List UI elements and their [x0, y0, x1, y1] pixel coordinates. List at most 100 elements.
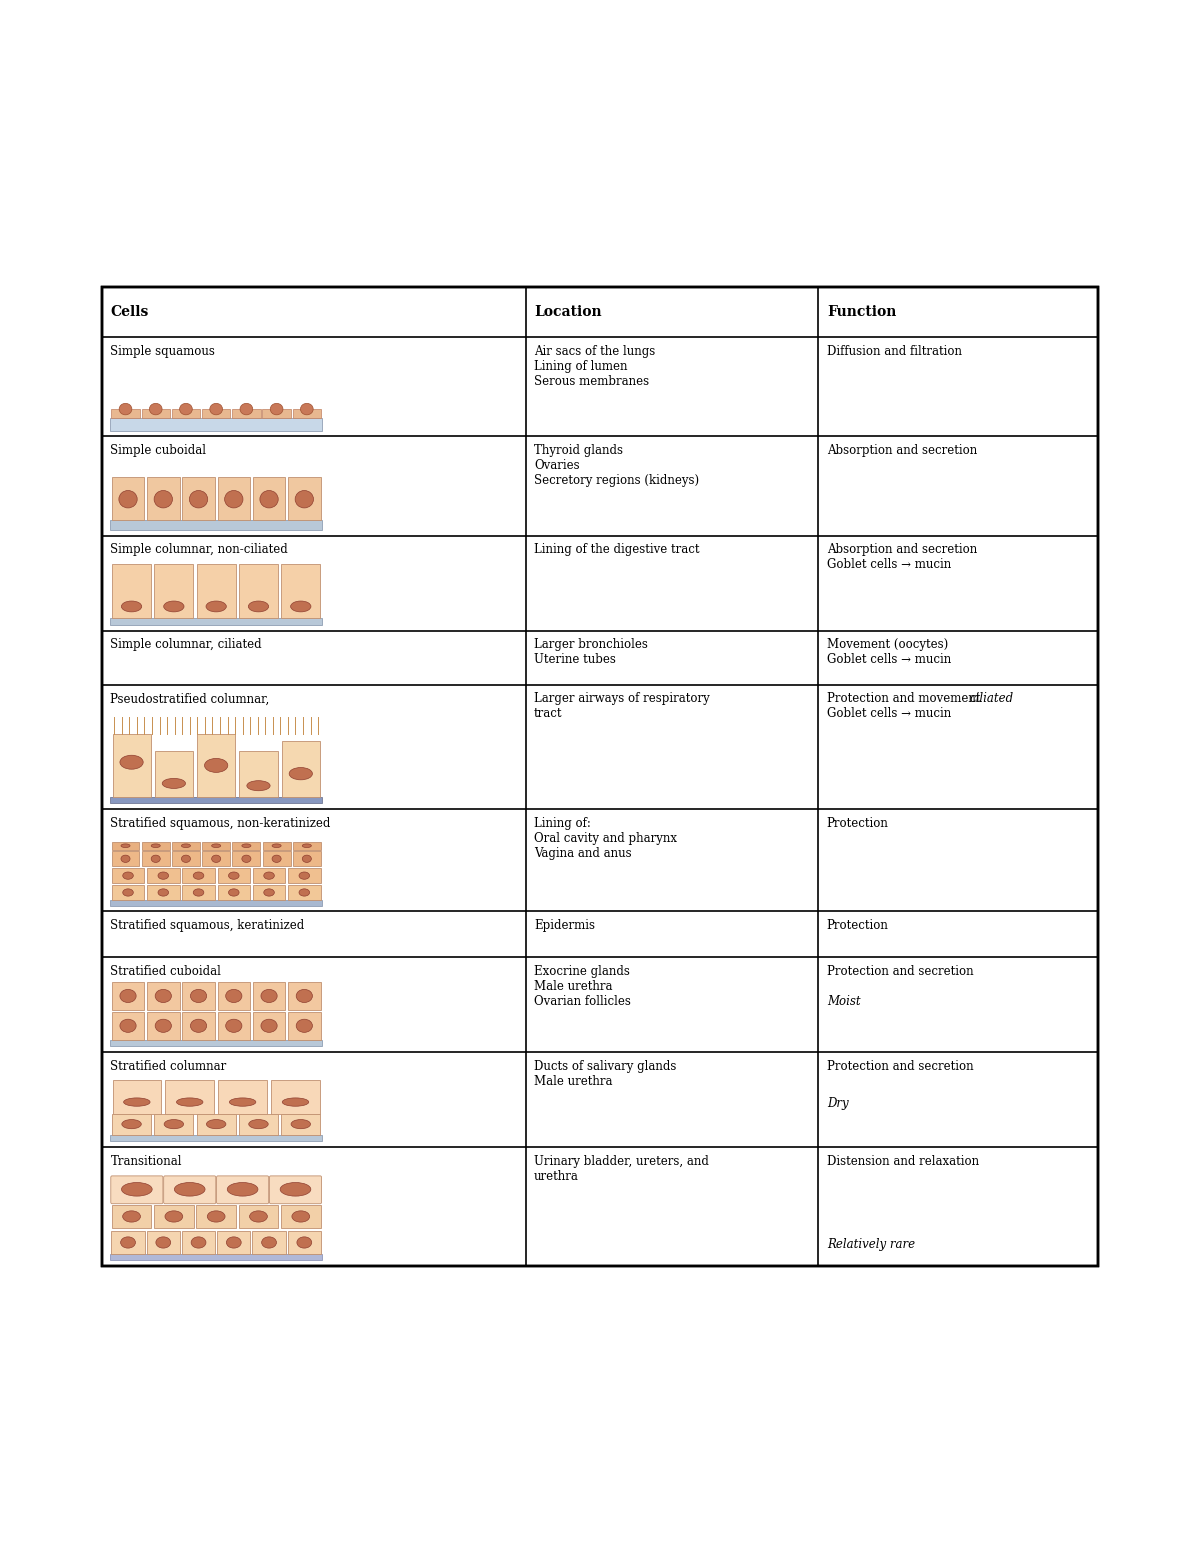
- Ellipse shape: [158, 871, 168, 879]
- Ellipse shape: [121, 843, 130, 848]
- Bar: [217, 981, 250, 1009]
- Ellipse shape: [242, 843, 251, 848]
- Ellipse shape: [211, 843, 221, 848]
- Text: Simple columnar, ciliated: Simple columnar, ciliated: [110, 638, 262, 652]
- Text: Simple squamous: Simple squamous: [110, 345, 215, 357]
- Ellipse shape: [193, 871, 204, 879]
- Bar: [197, 1114, 235, 1135]
- Bar: [182, 981, 215, 1009]
- Bar: [218, 1081, 266, 1114]
- Bar: [197, 733, 235, 797]
- Text: Cells: Cells: [110, 304, 149, 320]
- Bar: [172, 842, 200, 849]
- Ellipse shape: [149, 404, 162, 415]
- Ellipse shape: [250, 1211, 268, 1222]
- Bar: [202, 408, 230, 418]
- Ellipse shape: [289, 767, 312, 780]
- Bar: [112, 564, 151, 618]
- Bar: [288, 981, 320, 1009]
- Bar: [112, 1232, 144, 1255]
- Bar: [288, 477, 320, 520]
- Bar: [233, 842, 260, 849]
- Ellipse shape: [242, 856, 251, 862]
- Text: Moist: Moist: [827, 995, 860, 1008]
- Bar: [113, 1081, 161, 1114]
- Bar: [148, 868, 180, 884]
- Text: Epidermis: Epidermis: [534, 919, 595, 932]
- Bar: [271, 1081, 320, 1114]
- Ellipse shape: [290, 601, 311, 612]
- Bar: [155, 752, 193, 797]
- Bar: [293, 842, 320, 849]
- Ellipse shape: [260, 1019, 277, 1033]
- Bar: [112, 1205, 151, 1228]
- Bar: [282, 741, 320, 797]
- Ellipse shape: [227, 1182, 258, 1196]
- Ellipse shape: [226, 989, 242, 1003]
- Bar: [288, 1013, 320, 1039]
- Bar: [253, 477, 286, 520]
- Ellipse shape: [155, 989, 172, 1003]
- Ellipse shape: [190, 491, 208, 508]
- Bar: [110, 1255, 322, 1259]
- Ellipse shape: [174, 1182, 205, 1196]
- FancyBboxPatch shape: [110, 1176, 163, 1204]
- Text: Function: Function: [827, 304, 896, 320]
- Text: Simple columnar, non-ciliated: Simple columnar, non-ciliated: [110, 544, 288, 556]
- Text: Ducts of salivary glands
Male urethra: Ducts of salivary glands Male urethra: [534, 1059, 677, 1087]
- Text: Relatively rare: Relatively rare: [827, 1238, 914, 1250]
- Ellipse shape: [292, 1211, 310, 1222]
- Bar: [182, 1232, 215, 1255]
- Ellipse shape: [154, 491, 173, 508]
- Ellipse shape: [229, 1098, 256, 1106]
- Ellipse shape: [151, 843, 161, 848]
- Bar: [217, 868, 250, 884]
- Text: Protection: Protection: [827, 817, 889, 829]
- Text: Lining of:
Oral cavity and pharynx
Vagina and anus: Lining of: Oral cavity and pharynx Vagin…: [534, 817, 677, 860]
- Ellipse shape: [272, 843, 281, 848]
- Ellipse shape: [299, 888, 310, 896]
- Bar: [110, 901, 322, 905]
- Bar: [102, 287, 1098, 1266]
- Ellipse shape: [164, 1120, 184, 1129]
- Bar: [263, 408, 290, 418]
- FancyBboxPatch shape: [216, 1176, 269, 1204]
- Bar: [203, 842, 230, 849]
- Ellipse shape: [247, 781, 270, 790]
- Bar: [110, 1135, 322, 1141]
- Text: Absorption and secretion: Absorption and secretion: [827, 444, 977, 457]
- Ellipse shape: [121, 601, 142, 612]
- Bar: [110, 797, 322, 803]
- Ellipse shape: [193, 888, 204, 896]
- Bar: [112, 408, 139, 418]
- Bar: [110, 418, 322, 430]
- Ellipse shape: [206, 601, 227, 612]
- Bar: [233, 851, 260, 867]
- Ellipse shape: [204, 758, 228, 772]
- Text: Pseudostratified columnar,: Pseudostratified columnar,: [110, 693, 274, 705]
- Text: Location: Location: [534, 304, 601, 320]
- Bar: [239, 1114, 278, 1135]
- Bar: [112, 868, 144, 884]
- Ellipse shape: [260, 491, 278, 508]
- Bar: [203, 851, 230, 867]
- Ellipse shape: [302, 843, 311, 848]
- Bar: [112, 842, 139, 849]
- Text: Absorption and secretion
Goblet cells → mucin: Absorption and secretion Goblet cells → …: [827, 544, 977, 572]
- Ellipse shape: [162, 778, 186, 789]
- Ellipse shape: [228, 888, 239, 896]
- Ellipse shape: [302, 856, 311, 862]
- Bar: [197, 1205, 236, 1228]
- Ellipse shape: [120, 1019, 136, 1033]
- Ellipse shape: [264, 871, 275, 879]
- Ellipse shape: [296, 1019, 312, 1033]
- Bar: [281, 564, 320, 618]
- Bar: [148, 1013, 180, 1039]
- Text: Lining of the digestive tract: Lining of the digestive tract: [534, 544, 700, 556]
- Ellipse shape: [155, 1019, 172, 1033]
- Ellipse shape: [206, 1120, 226, 1129]
- Bar: [217, 1232, 251, 1255]
- Text: Air sacs of the lungs
Lining of lumen
Serous membranes: Air sacs of the lungs Lining of lumen Se…: [534, 345, 655, 388]
- Text: Protection: Protection: [827, 919, 889, 932]
- Ellipse shape: [122, 871, 133, 879]
